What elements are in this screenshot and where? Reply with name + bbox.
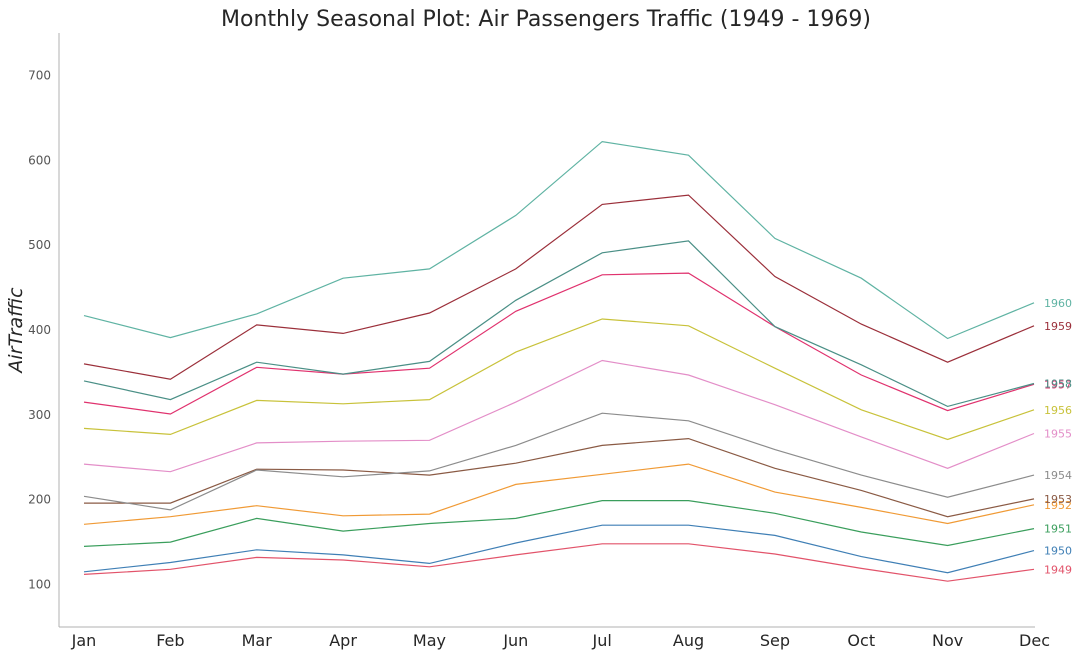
- x-tick-label: Sep: [760, 631, 790, 650]
- series-line-1956: [83, 318, 1035, 441]
- y-tick-label: 400: [28, 323, 51, 337]
- series-line-1959: [83, 194, 1035, 380]
- x-tick-label: Mar: [242, 631, 273, 650]
- series-line-1952: [83, 463, 1035, 525]
- y-tick-label: 200: [28, 493, 51, 507]
- x-tick-labels: Jan Feb Mar Apr May Jun Jul Aug Sep Oct Nov Dec: [71, 631, 1050, 650]
- y-tick-label: 500: [28, 238, 51, 252]
- series-label-1953: 1953: [1044, 493, 1072, 506]
- series-line-1953: [84, 437, 1035, 518]
- x-tick-label: Oct: [847, 631, 875, 650]
- x-tick-label: Jan: [71, 631, 97, 650]
- series-label-1950: 1950: [1044, 545, 1072, 558]
- x-tick-label: Jul: [592, 631, 612, 650]
- series-label-1960: 1960: [1044, 297, 1072, 310]
- x-tick-label: Feb: [156, 631, 184, 650]
- series-line-1949: [83, 543, 1035, 582]
- series-line-1951: [83, 500, 1035, 547]
- x-tick-label: Nov: [932, 631, 963, 650]
- y-tick-label: 100: [28, 578, 51, 592]
- y-tick-labels: 100 200 300 400 500 600 700: [28, 68, 51, 591]
- series-line-1955: [83, 359, 1035, 473]
- series-line-1954: [83, 412, 1035, 511]
- series-label-1951: 1951: [1044, 523, 1072, 536]
- series-line-1960: [83, 140, 1035, 340]
- series-label-1952: 1952: [1044, 499, 1072, 512]
- series-label-1958: 1958: [1044, 377, 1072, 390]
- x-tick-label: May: [413, 631, 446, 650]
- series-label-1949: 1949: [1044, 563, 1072, 576]
- series-line-1958: [83, 240, 1035, 408]
- y-axis-label: AirTraffic: [5, 287, 27, 375]
- x-tick-label: Jun: [502, 631, 528, 650]
- series-label-1959: 1959: [1044, 320, 1072, 333]
- series-line-1950: [83, 524, 1035, 574]
- y-tick-label: 300: [28, 408, 51, 422]
- x-tick-label: Aug: [673, 631, 704, 650]
- chart-title: Monthly Seasonal Plot: Air Passengers Tr…: [221, 7, 871, 32]
- series-label-1955: 1955: [1044, 428, 1072, 441]
- series-label-1956: 1956: [1044, 404, 1072, 417]
- series-label-1957: 1957: [1044, 378, 1072, 391]
- x-tick-label: Apr: [329, 631, 357, 650]
- series-lines: [83, 140, 1035, 582]
- y-tick-label: 700: [28, 68, 51, 82]
- series-line-1957: [83, 272, 1035, 415]
- y-tick-label: 600: [28, 153, 51, 167]
- series-label-1954: 1954: [1044, 469, 1072, 482]
- x-tick-label: Dec: [1019, 631, 1050, 650]
